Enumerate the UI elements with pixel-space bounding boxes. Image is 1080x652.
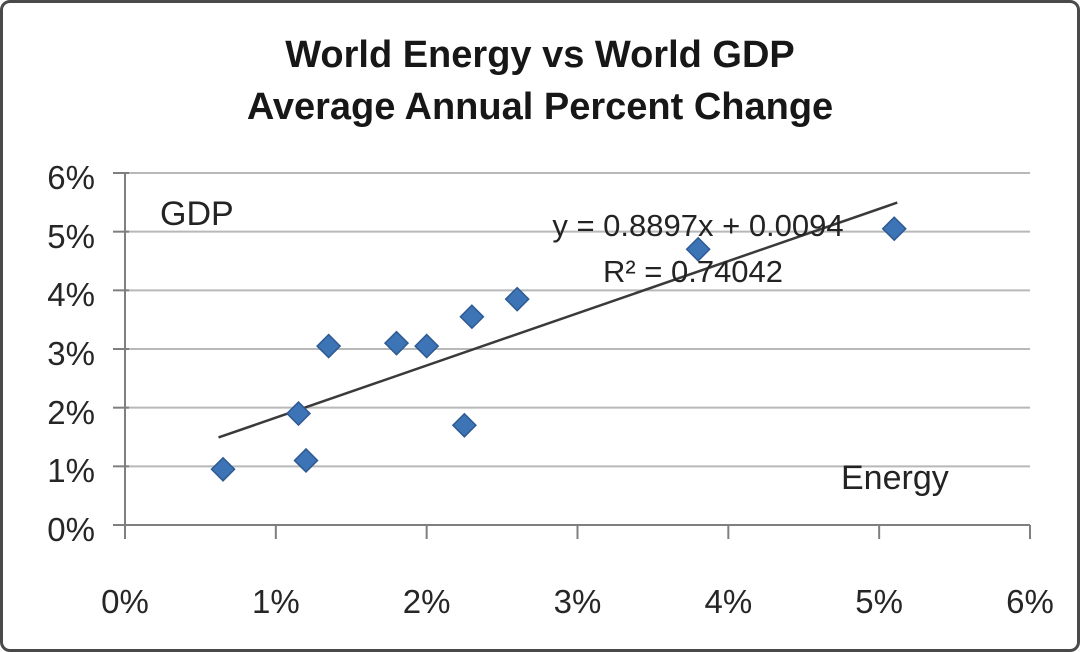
trendline-equation: y = 0.8897x + 0.0094 — [552, 208, 844, 243]
chart-title: World Energy vs World GDP Average Annual… — [3, 29, 1077, 133]
y-axis-title: GDP — [160, 195, 234, 233]
data-point — [881, 216, 907, 242]
y-axis-tick-label: 4% — [47, 276, 95, 314]
plot-area — [113, 172, 1031, 539]
chart-title-line1: World Energy vs World GDP — [285, 34, 795, 76]
data-point — [685, 236, 711, 262]
data-point — [504, 286, 530, 312]
y-axis-tick-label: 2% — [47, 393, 95, 431]
data-point — [316, 333, 342, 359]
r-squared-value: R² = 0.74042 — [602, 254, 784, 289]
trendline — [218, 201, 898, 439]
x-axis-tick-label: 4% — [704, 583, 753, 620]
x-axis-tick-label: 1% — [251, 583, 300, 620]
y-axis-tick-label: 5% — [47, 217, 95, 255]
y-axis-tick-label: 3% — [47, 335, 95, 372]
data-point — [451, 412, 477, 438]
y-axis-tick-label: 6% — [47, 159, 95, 196]
data-point — [414, 333, 440, 359]
data-point — [210, 456, 236, 482]
x-axis-tick-label: 6% — [1006, 583, 1054, 620]
x-axis-title: Energy — [841, 459, 949, 497]
x-axis-tick-label: 0% — [101, 583, 149, 620]
chart-title-line2: Average Annual Percent Change — [246, 86, 834, 128]
x-axis-tick-label: 2% — [402, 583, 451, 620]
data-point — [383, 330, 410, 356]
y-axis-tick-label: 1% — [47, 452, 95, 490]
data-point — [293, 447, 319, 474]
data-point — [285, 400, 312, 427]
x-axis-tick-label: 3% — [553, 583, 602, 620]
y-axis-tick-label: 0% — [47, 511, 95, 548]
x-axis-tick-label: 5% — [855, 583, 903, 620]
data-point — [459, 304, 485, 330]
